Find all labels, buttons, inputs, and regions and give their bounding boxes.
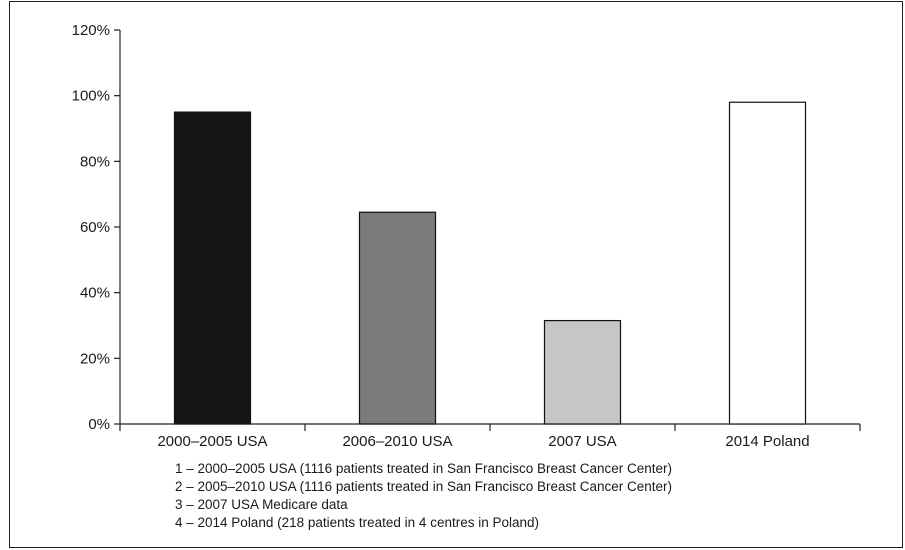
footnote-2: 2 – 2005–2010 USA (1116 patients treated…	[175, 479, 673, 494]
footnote-4: 4 – 2014 Poland (218 patients treated in…	[175, 515, 539, 530]
bars	[173, 101, 807, 425]
x-tick-label: 2000–2005 USA	[157, 433, 267, 450]
bar	[358, 211, 437, 425]
chart-frame	[9, 1, 903, 548]
y-tick-label: 20%	[80, 350, 110, 367]
y-tick-label: 40%	[80, 285, 110, 302]
y-tick-label: 120%	[72, 22, 110, 39]
y-axis: 0% 20% 40% 60% 80% 100% 120%	[72, 22, 121, 433]
y-tick-label: 100%	[72, 88, 110, 105]
x-tick-label: 2007 USA	[548, 433, 616, 450]
footnote-3: 3 – 2007 USA Medicare data	[175, 497, 348, 512]
footnotes: 1 – 2000–2005 USA (1116 patients treated…	[175, 460, 672, 532]
footnote-1: 1 – 2000–2005 USA (1116 patients treated…	[175, 461, 673, 476]
y-tick-label: 80%	[80, 153, 110, 170]
bar	[728, 101, 807, 425]
bar	[543, 319, 622, 425]
x-tick-label: 2014 Poland	[725, 433, 809, 450]
x-axis: 2000–2005 USA 2006–2010 USA 2007 USA 2014 P…	[119, 423, 861, 450]
x-tick-label: 2006–2010 USA	[342, 433, 452, 450]
y-tick-label: 60%	[80, 219, 110, 236]
y-tick-label: 0%	[88, 416, 110, 433]
bar	[173, 111, 252, 425]
